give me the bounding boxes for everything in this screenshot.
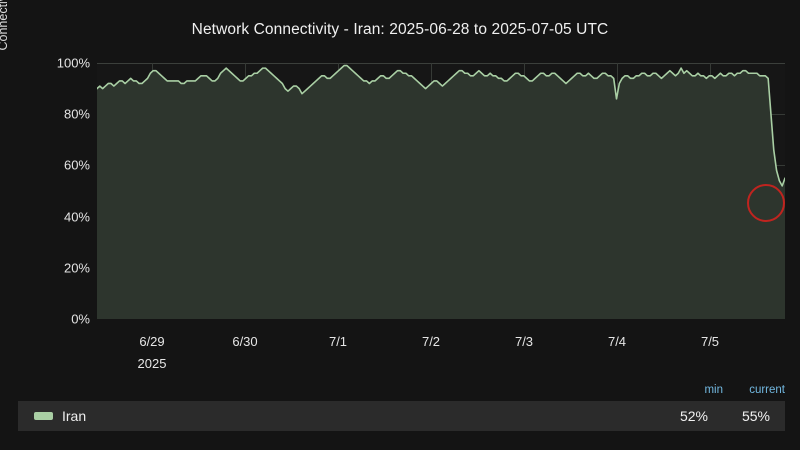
legend-value-current: 55% bbox=[741, 408, 770, 424]
legend-series-name: Iran bbox=[62, 408, 87, 424]
x-axis-ticks: 6/29 6/30 7/1 7/2 7/3 7/4 7/5 bbox=[97, 334, 785, 352]
legend-color-swatch-icon bbox=[34, 412, 53, 420]
x-tick-2: 7/1 bbox=[328, 334, 348, 349]
x-tick-3: 7/2 bbox=[421, 334, 441, 349]
shutdown-highlight-circle bbox=[747, 184, 785, 222]
y-axis-label: Connectivity (normalized) bbox=[0, 0, 10, 95]
legend-row-iran[interactable]: Iran 52% 55% bbox=[18, 401, 785, 431]
x-tick-0: 6/29 bbox=[139, 334, 165, 349]
series-area bbox=[97, 65, 785, 319]
series-iran bbox=[97, 63, 785, 319]
plot-area: NETBLOCKS™.ORG MAPPING INTERNET FREEDOM bbox=[97, 63, 785, 319]
y-tick-40: 40% bbox=[63, 209, 90, 225]
y-tick-0: 0% bbox=[71, 311, 90, 327]
x-axis-year: 2025 bbox=[137, 356, 167, 371]
legend-header-min: min bbox=[704, 384, 723, 396]
legend-value-min: 52% bbox=[679, 408, 708, 424]
y-tick-20: 20% bbox=[63, 260, 90, 276]
x-tick-5: 7/4 bbox=[607, 334, 627, 349]
y-tick-80: 80% bbox=[63, 106, 90, 122]
series-line bbox=[97, 66, 785, 186]
y-tick-60: 60% bbox=[63, 157, 90, 173]
legend-header: min current bbox=[667, 384, 785, 396]
x-tick-4: 7/3 bbox=[514, 334, 534, 349]
x-tick-6: 7/5 bbox=[700, 334, 720, 349]
x-tick-1: 6/30 bbox=[232, 334, 258, 349]
page-title: Network Connectivity - Iran: 2025-06-28 … bbox=[191, 21, 609, 38]
y-tick-100: 100% bbox=[56, 55, 90, 71]
legend-header-current: current bbox=[749, 384, 785, 396]
y-axis-ticks: 100% 80% 60% 40% 20% 0% bbox=[28, 56, 90, 327]
